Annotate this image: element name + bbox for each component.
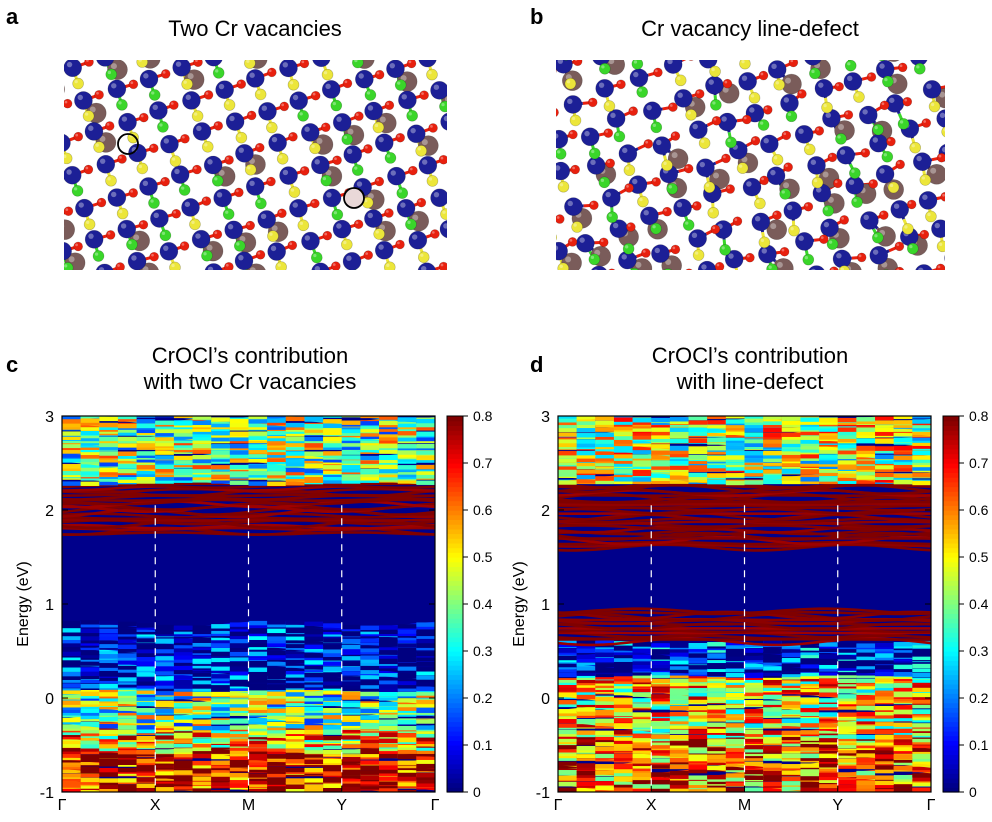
colorbar-tick-label: 0.2	[969, 690, 989, 706]
colorbar-tick-label: 0	[473, 784, 481, 800]
panel-title-d: CrOCl’s contribution with line-defect	[540, 343, 960, 395]
colorbar-tick-label: 0.3	[969, 643, 989, 659]
band-plot-c: -1 0 1 2 3 Γ X M Y Γ Energy (eV) 0 0.1 0.2 0.3 0.4 0.5 0.…	[15, 408, 493, 814]
colorbar-tick-label: 0.8	[473, 408, 493, 424]
colorbar-tick-label: 0.7	[473, 455, 493, 471]
y-tick-label: 0	[45, 691, 54, 708]
x-tick-label: Y	[336, 797, 347, 814]
y-tick-label: 1	[45, 597, 54, 614]
x-tick-label: Y	[832, 797, 843, 814]
colorbar-tick-label: 0.2	[473, 690, 493, 706]
colorbar-tick-label: 0.8	[969, 408, 989, 424]
colorbar-tick-label: 0.4	[969, 596, 989, 612]
y-tick-label: 2	[45, 503, 54, 520]
colorbar-tick-label: 0.5	[969, 549, 989, 565]
panel-title-d-line1: CrOCl’s contribution	[651, 343, 849, 368]
y-axis-label: Energy (eV)	[511, 561, 528, 646]
y-tick-label: 2	[541, 503, 550, 520]
x-tick-label: Γ	[58, 797, 67, 814]
colorbar-tick-label: 0.3	[473, 643, 493, 659]
panel-title-a: Two Cr vacancies	[168, 16, 342, 41]
colorbar-tick-label: 0.1	[473, 737, 493, 753]
panel-title-c-line1: CrOCl’s contribution	[151, 343, 349, 368]
x-tick-label: M	[738, 797, 751, 814]
colorbar-tick-label: 0.7	[969, 455, 989, 471]
colorbar-tick-label: 0	[969, 784, 977, 800]
x-tick-label: M	[242, 797, 255, 814]
colorbar-tick-label: 0.5	[473, 549, 493, 565]
colorbar: 0 0.1 0.2 0.3 0.4 0.5 0.6 0.7 0.8	[942, 408, 989, 800]
y-tick-label: -1	[40, 785, 54, 802]
panel-title-c-line2: with two Cr vacancies	[143, 369, 357, 394]
colorbar-tick-label: 0.4	[473, 596, 493, 612]
x-tick-label: Γ	[927, 797, 936, 814]
y-tick-label: 3	[541, 409, 550, 426]
colorbar-tick-label: 0.6	[473, 502, 493, 518]
y-tick-label: 3	[45, 409, 54, 426]
panel-title-c: CrOCl’s contribution with two Cr vacanci…	[40, 343, 460, 395]
y-tick-label: 1	[541, 597, 550, 614]
panel-letter-d: d	[530, 352, 544, 377]
colorbar-tick-label: 0.1	[969, 737, 989, 753]
panel-letter-a: a	[6, 4, 19, 29]
band-plot-d: -1 0 1 2 3 Γ X M Y Γ Energy (eV) 0 0.1 0.2 0.3 0.4 0.5 0.…	[511, 408, 989, 814]
panel-letter-b: b	[530, 4, 544, 29]
structure-image-two-vacancies	[64, 60, 447, 270]
x-tick-label: Γ	[554, 797, 563, 814]
x-tick-label: X	[150, 797, 161, 814]
panel-letter-c: c	[6, 352, 19, 377]
colorbar: 0 0.1 0.2 0.3 0.4 0.5 0.6 0.7 0.8	[446, 408, 493, 800]
panel-title-d-line2: with line-defect	[676, 369, 824, 394]
panel-title-b: Cr vacancy line-defect	[641, 16, 859, 41]
y-tick-label: -1	[536, 785, 550, 802]
x-tick-label: X	[646, 797, 657, 814]
y-axis-label: Energy (eV)	[15, 561, 32, 646]
x-tick-label: Γ	[431, 797, 440, 814]
y-tick-label: 0	[541, 691, 550, 708]
colorbar-tick-label: 0.6	[969, 502, 989, 518]
structure-image-line-defect	[556, 60, 945, 270]
